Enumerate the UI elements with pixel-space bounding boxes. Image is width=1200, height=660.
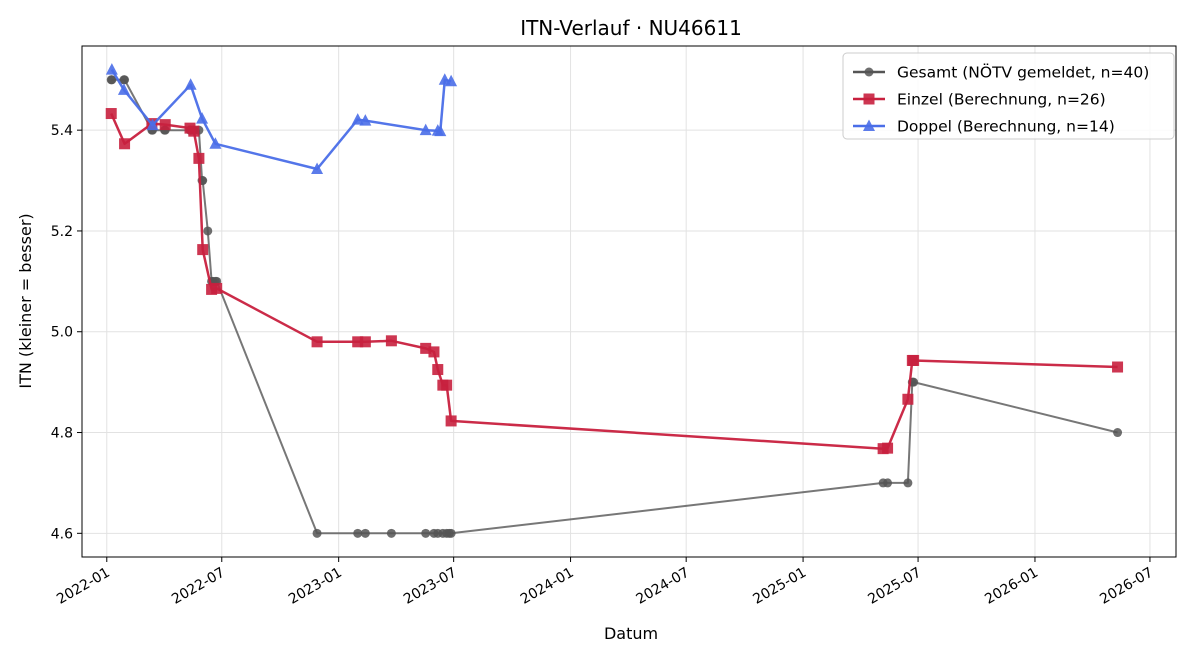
data-point-gesamt bbox=[203, 226, 213, 236]
data-point-einzel bbox=[119, 138, 131, 150]
series-line-einzel bbox=[110, 112, 1118, 450]
x-axis: 2022-01 2022-07 2023-01 2023-07 2024-01 2024-… bbox=[54, 557, 1156, 608]
data-point-doppel bbox=[351, 113, 364, 125]
data-point-gesamt bbox=[360, 528, 370, 538]
data-point-gesamt bbox=[421, 528, 431, 538]
legend-marker bbox=[863, 119, 875, 131]
data-point-einzel bbox=[445, 415, 457, 427]
data-point-einzel bbox=[311, 336, 323, 348]
x-tick-label: 2022-07 bbox=[169, 565, 228, 608]
data-point-einzel bbox=[385, 335, 397, 347]
data-point-einzel bbox=[193, 152, 205, 164]
data-point-doppel bbox=[434, 124, 447, 137]
series-line-gesamt bbox=[110, 78, 1118, 535]
data-point-doppel bbox=[117, 83, 130, 95]
data-point-doppel bbox=[359, 114, 372, 126]
x-tick-label: 2022-01 bbox=[54, 565, 113, 608]
x-tick-label: 2025-07 bbox=[865, 565, 924, 608]
data-point-gesamt bbox=[909, 377, 919, 387]
data-point-einzel bbox=[882, 442, 894, 454]
x-axis-label: Datum bbox=[604, 624, 658, 643]
data-point-gesamt bbox=[312, 528, 322, 538]
data-point-doppel bbox=[311, 162, 324, 174]
data-point-doppel bbox=[445, 74, 458, 87]
data-point-doppel bbox=[105, 63, 118, 75]
legend-marker bbox=[863, 93, 875, 105]
data-point-einzel bbox=[105, 108, 117, 120]
data-point-einzel bbox=[197, 244, 209, 256]
data-point-doppel bbox=[419, 123, 432, 136]
data-point-einzel bbox=[902, 393, 914, 405]
data-point-doppel bbox=[146, 118, 159, 131]
data-point-doppel bbox=[196, 112, 209, 124]
data-point-einzel bbox=[441, 379, 453, 391]
x-tick-label: 2023-07 bbox=[401, 565, 460, 608]
y-tick-label: 5.2 bbox=[51, 224, 73, 240]
y-tick-label: 5.0 bbox=[51, 325, 73, 341]
data-point-gesamt bbox=[446, 528, 456, 538]
y-tick-label: 4.6 bbox=[51, 526, 73, 542]
chart-title: ITN-Verlauf · NU46611 bbox=[520, 16, 742, 40]
data-point-einzel bbox=[432, 364, 444, 376]
plot-frame bbox=[81, 45, 1177, 558]
x-tick-label: 2024-07 bbox=[634, 565, 693, 608]
series-doppel bbox=[105, 63, 458, 174]
data-point-gesamt bbox=[120, 75, 130, 85]
grid bbox=[82, 46, 1176, 557]
y-axis-label: ITN (kleiner = besser) bbox=[16, 213, 35, 388]
data-point-einzel bbox=[1112, 361, 1124, 373]
data-point-einzel bbox=[211, 282, 223, 294]
x-tick-label: 2024-01 bbox=[518, 565, 577, 608]
data-point-gesamt bbox=[883, 478, 893, 488]
series-einzel bbox=[105, 108, 1124, 455]
x-tick-label: 2026-01 bbox=[982, 565, 1041, 608]
series-layer bbox=[105, 63, 1124, 538]
legend-marker bbox=[864, 67, 874, 77]
data-point-gesamt bbox=[386, 528, 396, 538]
data-point-einzel bbox=[908, 354, 920, 366]
legend-label-einzel: Einzel (Berechnung, n=26) bbox=[897, 91, 1106, 109]
data-point-gesamt bbox=[903, 478, 913, 488]
y-tick-label: 4.8 bbox=[51, 426, 73, 442]
data-point-einzel bbox=[159, 119, 171, 131]
x-tick-label: 2023-01 bbox=[286, 565, 345, 608]
y-tick-label: 5.4 bbox=[51, 123, 73, 139]
data-point-doppel bbox=[209, 137, 222, 149]
data-point-doppel bbox=[184, 78, 197, 90]
x-tick-label: 2025-01 bbox=[750, 565, 809, 608]
data-point-gesamt bbox=[1113, 428, 1123, 438]
y-axis: 4.6 4.8 5.0 5.2 5.4 bbox=[51, 123, 82, 542]
data-point-einzel bbox=[428, 346, 440, 358]
legend-label-gesamt: Gesamt (NÖTV gemeldet, n=40) bbox=[897, 63, 1149, 82]
legend-box bbox=[842, 52, 1175, 140]
data-point-gesamt bbox=[107, 75, 117, 85]
data-point-einzel bbox=[420, 342, 432, 354]
data-point-gesamt bbox=[353, 528, 363, 538]
data-point-einzel bbox=[359, 336, 371, 348]
data-point-einzel bbox=[188, 125, 200, 137]
data-point-einzel bbox=[352, 336, 364, 348]
legend-label-doppel: Doppel (Berechnung, n=14) bbox=[897, 118, 1115, 136]
series-gesamt bbox=[106, 75, 1123, 538]
legend: Gesamt (NÖTV gemeldet, n=40) Einzel (Bere… bbox=[842, 52, 1175, 140]
x-tick-label: 2026-07 bbox=[1097, 565, 1156, 608]
